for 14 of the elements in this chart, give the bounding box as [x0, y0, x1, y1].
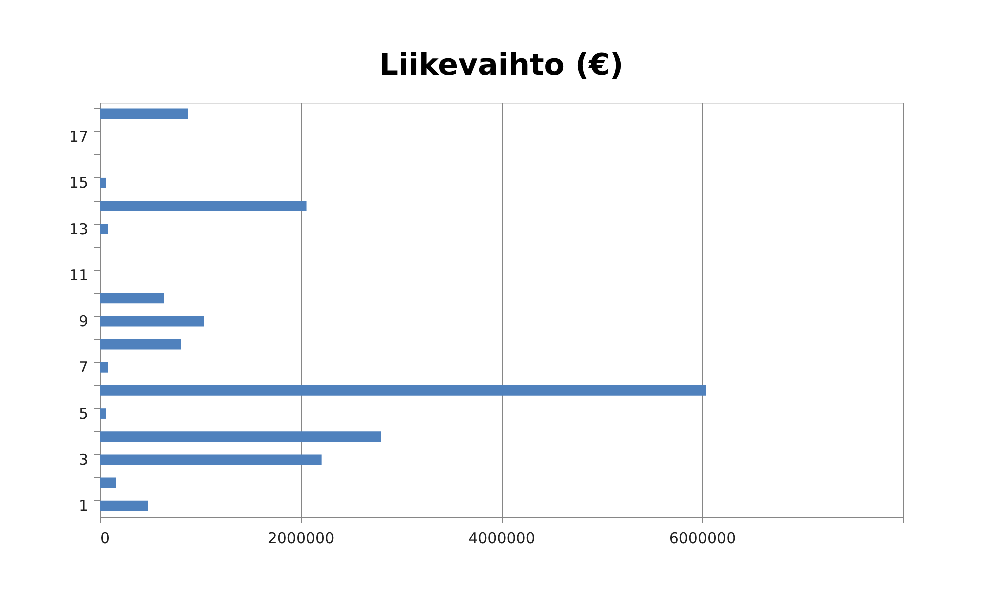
y-tick-label: 17 — [69, 128, 88, 146]
y-tick-label: 3 — [78, 450, 88, 469]
x-tick-label: 6000000 — [669, 530, 736, 548]
y-tick-label: 9 — [78, 312, 88, 331]
y-tick-label: 1 — [78, 497, 88, 516]
x-tick-label: 4000000 — [468, 530, 536, 548]
y-tick-label: 11 — [69, 266, 88, 284]
y-tick-label: 7 — [78, 358, 88, 377]
chart-title: Liikevaihto (€) — [379, 48, 624, 83]
y-tick-label: 13 — [69, 220, 88, 238]
y-tick-label: 15 — [69, 174, 88, 192]
x-tick-label: 0 — [100, 530, 110, 548]
y-tick-label: 5 — [78, 404, 88, 423]
x-tick-label: 2000000 — [268, 530, 335, 548]
